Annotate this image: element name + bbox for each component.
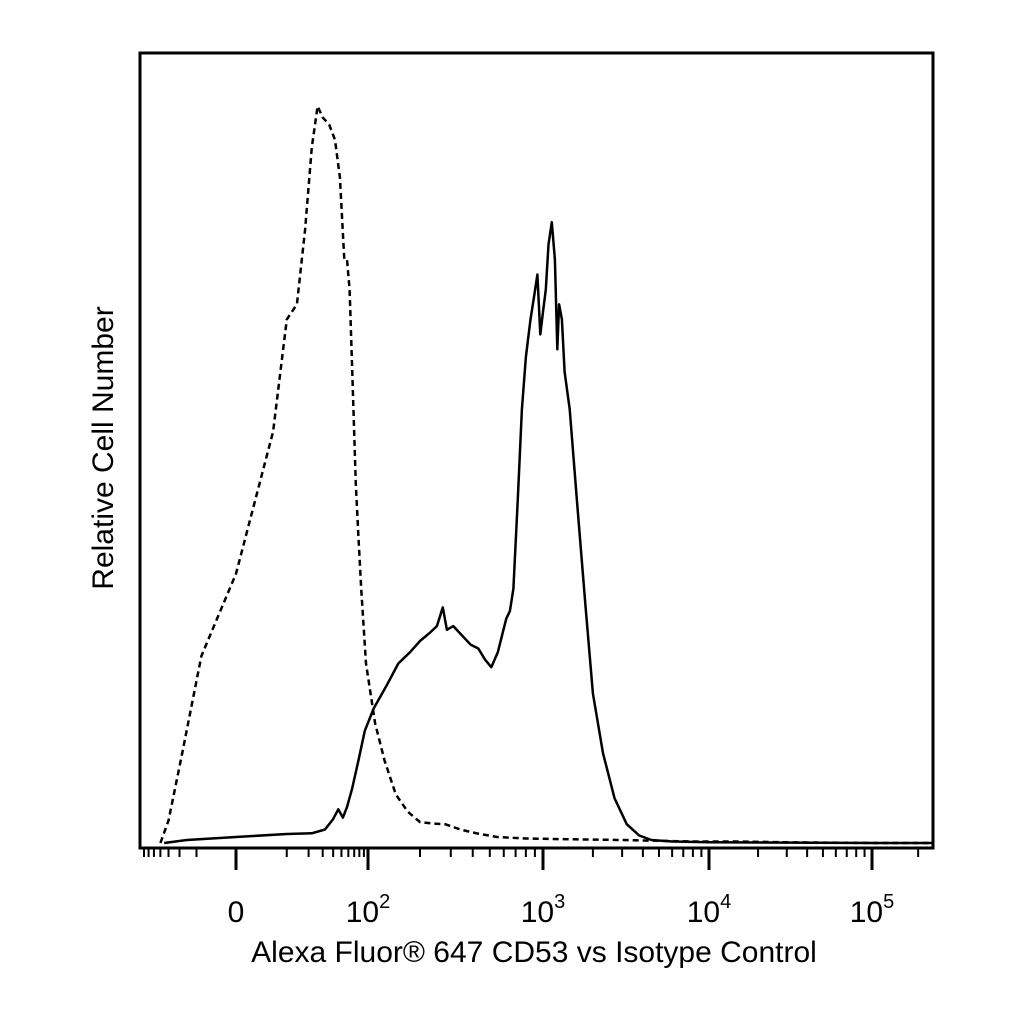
series-layer bbox=[159, 104, 933, 845]
x-tick-label: 104 bbox=[687, 891, 732, 929]
x-axis-major-ticks bbox=[234, 848, 874, 870]
y-axis-title: Relative Cell Number bbox=[87, 306, 120, 589]
cd53-series-line bbox=[164, 220, 933, 845]
x-tick-label: 102 bbox=[346, 891, 391, 929]
plot-frame bbox=[138, 51, 935, 850]
x-axis-tick-labels: 0 102 103 104 105 bbox=[228, 891, 895, 929]
x-axis-minor-ticks bbox=[142, 848, 920, 857]
x-tick-label: 0 bbox=[228, 896, 245, 929]
x-tick-label: 103 bbox=[521, 891, 566, 929]
x-tick-label: 105 bbox=[850, 891, 895, 929]
x-axis-title: Alexa Fluor® 647 CD53 vs Isotype Control bbox=[251, 936, 817, 969]
isotype-control-series-line bbox=[159, 104, 933, 845]
